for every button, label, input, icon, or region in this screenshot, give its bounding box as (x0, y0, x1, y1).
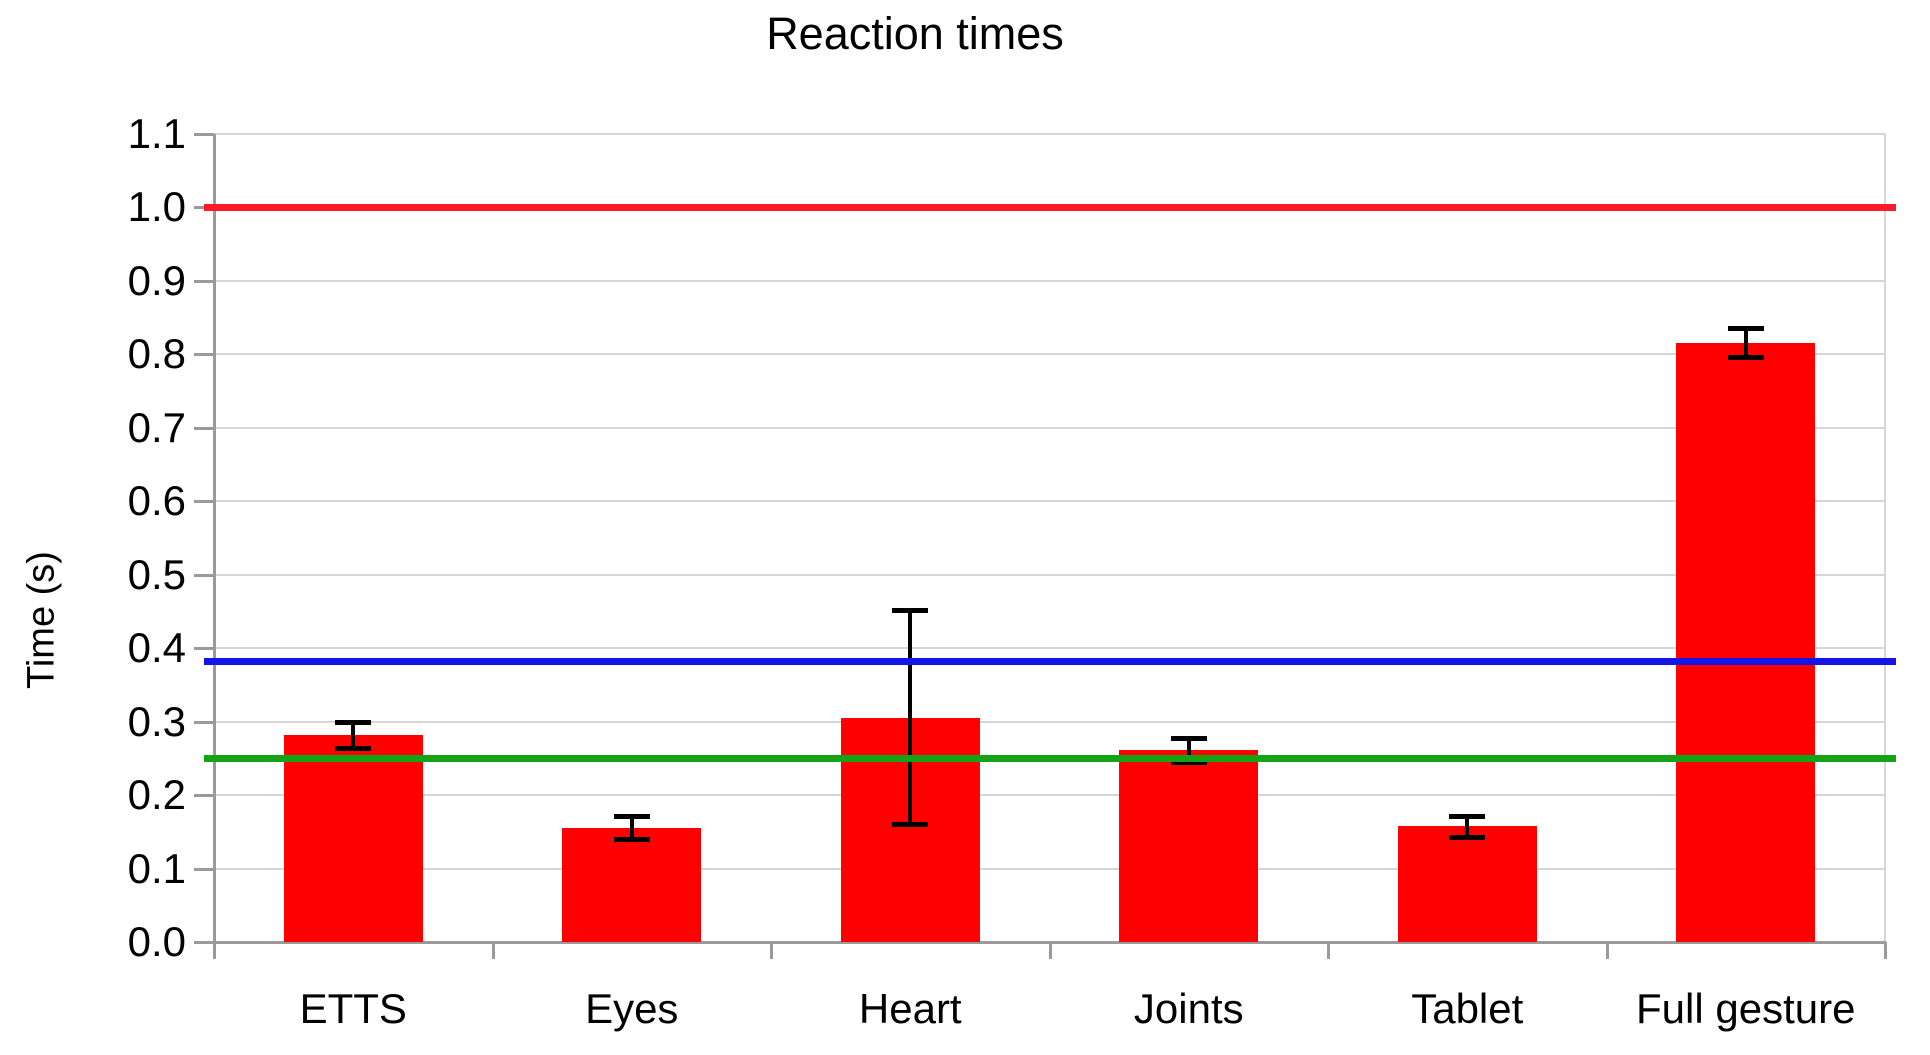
bar-tablet (1397, 825, 1537, 942)
y-axis-tick (194, 353, 214, 357)
x-category-label: Tablet (1411, 985, 1524, 1032)
y-tick-label: 0.7 (127, 403, 186, 451)
error-bar-bottom-cap (613, 836, 650, 842)
plot-right-border (1884, 134, 1886, 942)
y-tick-label: 1.1 (127, 110, 186, 157)
y-axis-line (213, 134, 216, 942)
blue-reference-line (204, 658, 1896, 666)
x-category-label: Heart (858, 985, 962, 1032)
error-bar-bottom-cap (892, 822, 929, 828)
y-grid-line (214, 279, 1885, 282)
y-grid-line (214, 573, 1885, 576)
y-axis-tick (194, 941, 214, 944)
y-axis-tick (194, 133, 214, 136)
x-category-label: Full gesture (1636, 985, 1856, 1032)
bar-eyes (562, 828, 702, 942)
y-axis-tick (194, 500, 214, 504)
x-axis-tick (770, 942, 773, 959)
error-bar (1465, 815, 1470, 838)
error-bar-bottom-cap (335, 745, 372, 751)
error-bar-bottom-cap (1449, 834, 1486, 840)
y-axis-tick (194, 794, 214, 798)
y-axis-tick (194, 720, 214, 724)
bar-joints (1119, 750, 1259, 942)
error-bar-top-cap (613, 813, 650, 819)
y-grid-line (214, 426, 1885, 429)
y-tick-label: 1.0 (127, 183, 186, 231)
error-bar (351, 721, 356, 749)
error-bar-top-cap (1449, 813, 1486, 819)
red-reference-line (204, 204, 1896, 212)
error-bar (1743, 327, 1748, 359)
x-axis-tick (1327, 942, 1330, 959)
x-axis-tick (1048, 942, 1052, 959)
y-tick-label: 0.4 (127, 624, 186, 672)
error-bar (629, 815, 634, 840)
y-axis-tick (194, 279, 214, 283)
x-axis-tick (1605, 942, 1609, 959)
chart-title: Reaction times (766, 8, 1064, 59)
bar-full-gesture (1676, 342, 1816, 942)
error-bar (1186, 737, 1191, 763)
error-bar (908, 609, 913, 826)
x-category-label: ETTS (299, 985, 407, 1032)
y-grid-line (214, 720, 1885, 723)
y-axis-tick (194, 647, 214, 651)
y-axis-tick (194, 867, 214, 871)
x-category-label: Eyes (585, 985, 679, 1032)
x-axis-tick (213, 942, 216, 959)
y-tick-label: 0.0 (127, 918, 186, 965)
y-tick-label: 0.8 (127, 330, 186, 378)
y-axis-tick (194, 573, 214, 577)
y-tick-label: 0.9 (127, 256, 186, 304)
y-grid-line (214, 647, 1885, 650)
y-tick-label: 0.1 (127, 844, 186, 892)
y-grid-line (214, 867, 1885, 870)
y-grid-line (214, 500, 1885, 503)
bar-etts (283, 734, 423, 942)
error-bar-bottom-cap (1727, 355, 1764, 361)
x-category-label: Joints (1133, 985, 1244, 1032)
y-grid-line (214, 353, 1885, 356)
x-axis-tick (491, 942, 495, 959)
y-tick-label: 0.6 (127, 477, 186, 525)
y-tick-label: 0.5 (127, 550, 186, 598)
green-reference-line (204, 755, 1896, 763)
error-bar-top-cap (335, 719, 372, 725)
y-tick-label: 0.2 (127, 771, 186, 819)
error-bar-top-cap (1170, 735, 1207, 741)
error-bar-top-cap (1727, 325, 1764, 331)
y-tick-label: 0.3 (127, 697, 186, 745)
error-bar-top-cap (892, 607, 929, 613)
y-axis-tick (194, 426, 214, 430)
x-axis-tick (1884, 942, 1887, 959)
y-grid-line (214, 794, 1885, 797)
y-grid-line (214, 133, 1885, 135)
